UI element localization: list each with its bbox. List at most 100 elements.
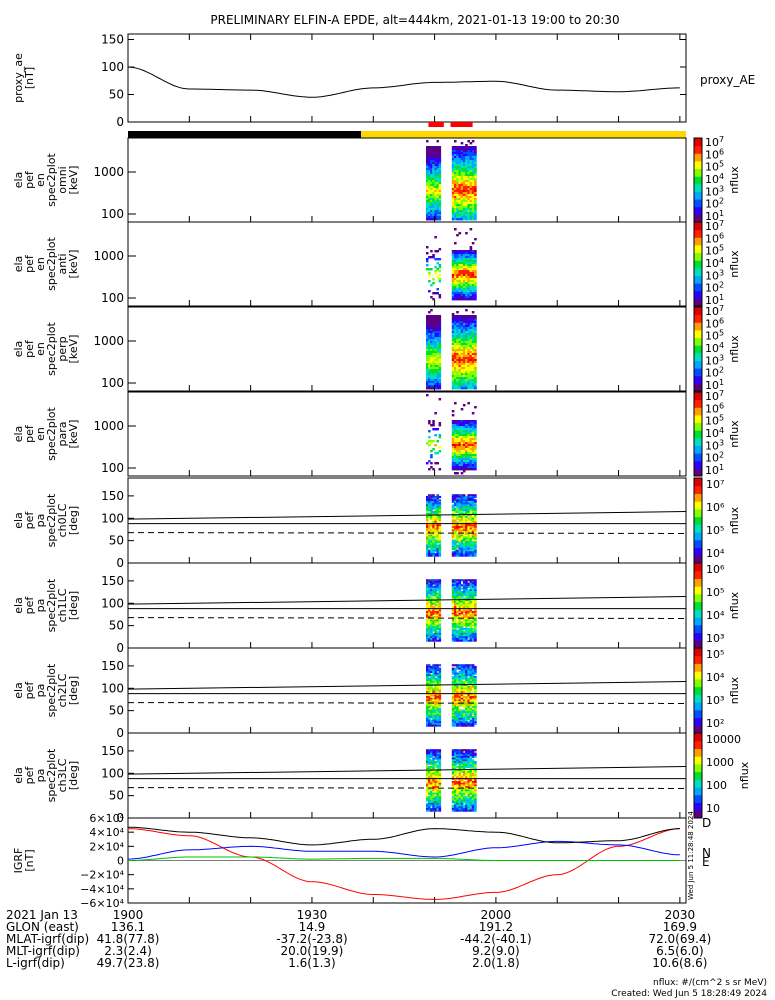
spectrogram-cell [436, 806, 439, 809]
spectrogram-cell [436, 709, 439, 712]
spectrogram-cell [426, 186, 429, 189]
spectrogram-cell [458, 807, 462, 810]
spectrogram-cell [456, 549, 459, 552]
spectrogram-cell [474, 514, 477, 517]
spectrogram-cell [426, 696, 429, 699]
spectrogram-cell [456, 446, 459, 449]
spectrogram-cell [438, 468, 442, 471]
spectrogram-cell [458, 198, 462, 201]
spectrogram-cell [467, 339, 470, 342]
spectrogram-cell [462, 454, 466, 457]
spectrogram-cell [469, 341, 473, 344]
spectrogram-cell [436, 554, 439, 557]
spectrogram-cell [458, 769, 462, 772]
spectrogram-cell [456, 807, 459, 810]
spectrogram-cell [426, 709, 429, 712]
spectrogram-cell [430, 547, 433, 550]
spectrogram-cell [436, 381, 439, 384]
spectrogram-cell [438, 717, 442, 720]
spectrogram-cell [428, 335, 431, 338]
spectrogram-cell [451, 367, 455, 370]
spectrogram-cell [474, 781, 477, 784]
spectrogram-cell [438, 367, 442, 370]
spectrogram-cell [460, 761, 464, 764]
ytick-label: 0 [116, 115, 124, 129]
colorbar-tick-exp: 3 [719, 438, 724, 447]
spectrogram-cell [434, 236, 437, 239]
spectrogram-cell [474, 636, 477, 639]
spectrogram-cell [471, 701, 475, 704]
spectrogram-cell [474, 696, 477, 699]
spectrogram-cell [467, 761, 470, 764]
spectrogram-cell [458, 182, 462, 185]
spectrogram-cell [460, 375, 464, 378]
spectrogram-cell [438, 331, 442, 334]
spectrogram-cell [467, 168, 470, 171]
spectrogram-cell [471, 712, 475, 715]
spectrogram-cell [462, 806, 466, 809]
spectrogram-cell [430, 152, 433, 155]
spectrogram-cell [471, 500, 475, 503]
spectrogram-cell [458, 385, 462, 388]
spectrogram-cell [458, 266, 462, 269]
spectrogram-cell [454, 331, 457, 334]
spectrogram-cell [471, 319, 475, 322]
spectrogram-cell [460, 696, 464, 699]
spectrogram-cell [474, 629, 477, 632]
spectrogram-cell [471, 347, 475, 350]
spectrogram-cell [430, 782, 433, 785]
spectrogram-cell [426, 609, 429, 612]
spectrogram-cell [460, 750, 464, 753]
spectrogram-cell [438, 750, 442, 753]
spectrogram-cell [454, 458, 457, 461]
spectrogram-cell [469, 499, 473, 502]
spectrogram-cell [428, 691, 431, 694]
spectrogram-cell [467, 529, 470, 532]
spectrogram-cell [434, 351, 437, 354]
spectrogram-cell [438, 580, 442, 583]
spectrogram-cell [471, 182, 475, 185]
spectrogram-cell [432, 420, 435, 423]
spectrogram-cell [451, 256, 455, 259]
spectrogram-cell [426, 140, 429, 143]
spectrogram-cell [434, 532, 437, 535]
spectrogram-cell [428, 325, 431, 328]
spectrogram-cell [460, 260, 464, 263]
spectrogram-cell [460, 676, 464, 679]
spectrogram-cell [428, 387, 431, 390]
spectrogram-cell [474, 534, 477, 537]
spectrogram-cell [428, 156, 431, 159]
spectrogram-cell [469, 632, 473, 635]
pitch-panel-ylabel-line: [deg] [67, 676, 80, 705]
spectrogram-cell [436, 517, 439, 520]
spectrogram-cell [454, 278, 457, 281]
spectrogram-cell [456, 450, 459, 453]
spectrogram-cell [438, 353, 442, 356]
spectrogram-cell [426, 192, 429, 195]
spectrogram-cell [458, 345, 462, 348]
spectrogram-cell [462, 428, 466, 431]
spectrogram-cell [438, 679, 442, 682]
spectrogram-cell [467, 519, 470, 522]
spectrogram-cell [456, 286, 459, 289]
spectrogram-cell [474, 373, 477, 376]
spectrogram-cell [436, 667, 439, 670]
spectrogram-cell [432, 609, 435, 612]
spectrogram-cell [458, 440, 462, 443]
spectrogram-cell [469, 604, 473, 607]
spectrogram-cell [426, 694, 429, 697]
spectrogram-cell [465, 349, 468, 352]
spectrogram-cell [467, 554, 470, 557]
spectrogram-cell [454, 802, 457, 805]
spectrogram-cell [430, 621, 433, 624]
spectrogram-cell [438, 771, 442, 774]
spectrogram-cell [467, 551, 470, 554]
spectrogram-cell [462, 148, 466, 151]
spectrogram-cell [451, 178, 455, 181]
spectrogram-cell [434, 347, 437, 350]
spectrogram-cell [471, 529, 475, 532]
spectrogram-cell [438, 712, 442, 715]
spectrogram-cell [471, 669, 475, 672]
spectrogram-cell [458, 506, 462, 509]
spectrogram-cell [426, 531, 429, 534]
